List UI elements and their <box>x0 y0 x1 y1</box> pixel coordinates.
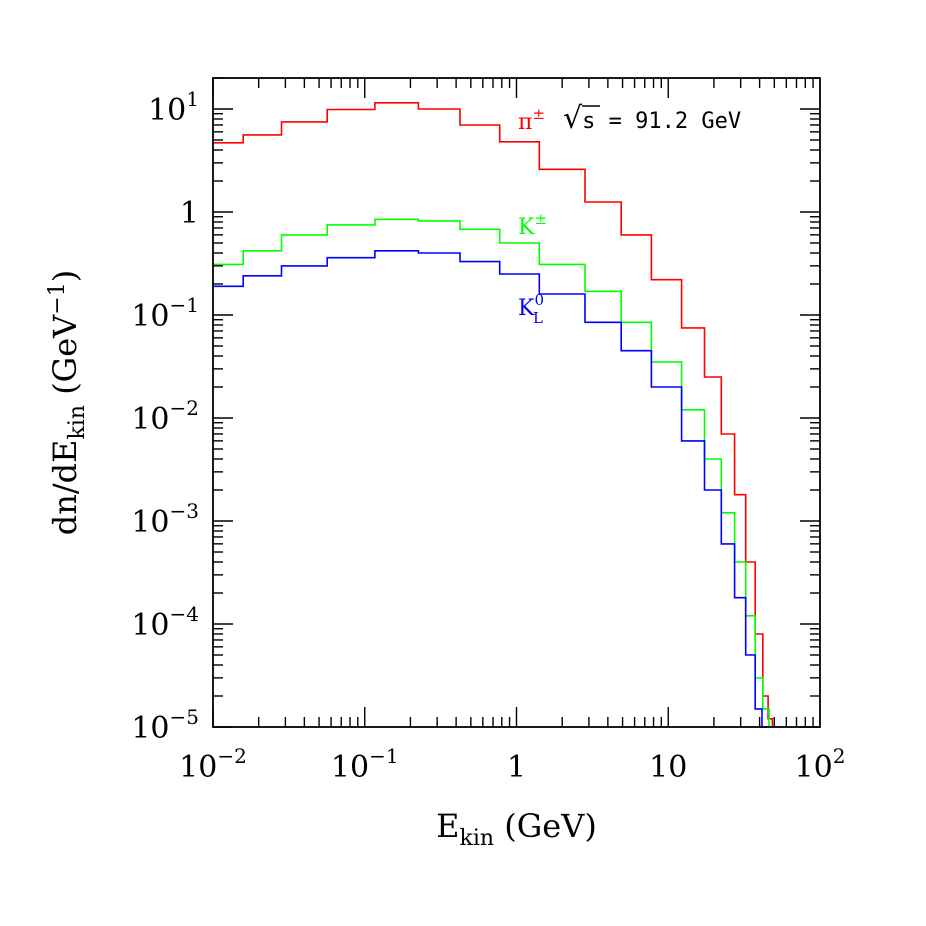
tick-labels: 10−2 10−1 1 10 102 101 1 10−1 10−2 10−3 10−4 10−5 <box>131 87 845 785</box>
y-tick-label: 101 <box>148 87 199 128</box>
y-tick-label: 10−2 <box>131 396 199 437</box>
y-tick-label: 10−4 <box>131 602 199 643</box>
y-tick-label: 10−5 <box>131 705 199 746</box>
x-tick-label: 10−2 <box>179 744 247 785</box>
x-tick-label: 102 <box>795 744 846 785</box>
plot-background <box>213 78 820 727</box>
series-group <box>213 102 774 728</box>
y-tick-label: 10−3 <box>131 499 199 540</box>
series-line-2 <box>213 250 767 728</box>
series-label-k0l: K0 L <box>518 291 544 327</box>
x-tick-label: 1 <box>507 750 526 785</box>
axis-ticks <box>212 77 820 728</box>
sqrt-s-annotation: √s = 91.2 GeV <box>563 101 741 136</box>
y-tick-label: 10−1 <box>131 293 199 334</box>
x-axis-title: Ekin (GeV) <box>436 807 597 851</box>
y-tick-label: 1 <box>180 196 199 231</box>
y-axis-title: dn/dEkin (GeV−1) <box>45 270 90 535</box>
series-line-0 <box>213 102 774 727</box>
plot-area <box>213 78 820 727</box>
x-tick-label: 10 <box>649 750 687 785</box>
x-tick-label: 10−1 <box>331 744 399 785</box>
series-label-pi: π± <box>518 105 545 135</box>
series-label-kpm: K± <box>518 210 547 240</box>
